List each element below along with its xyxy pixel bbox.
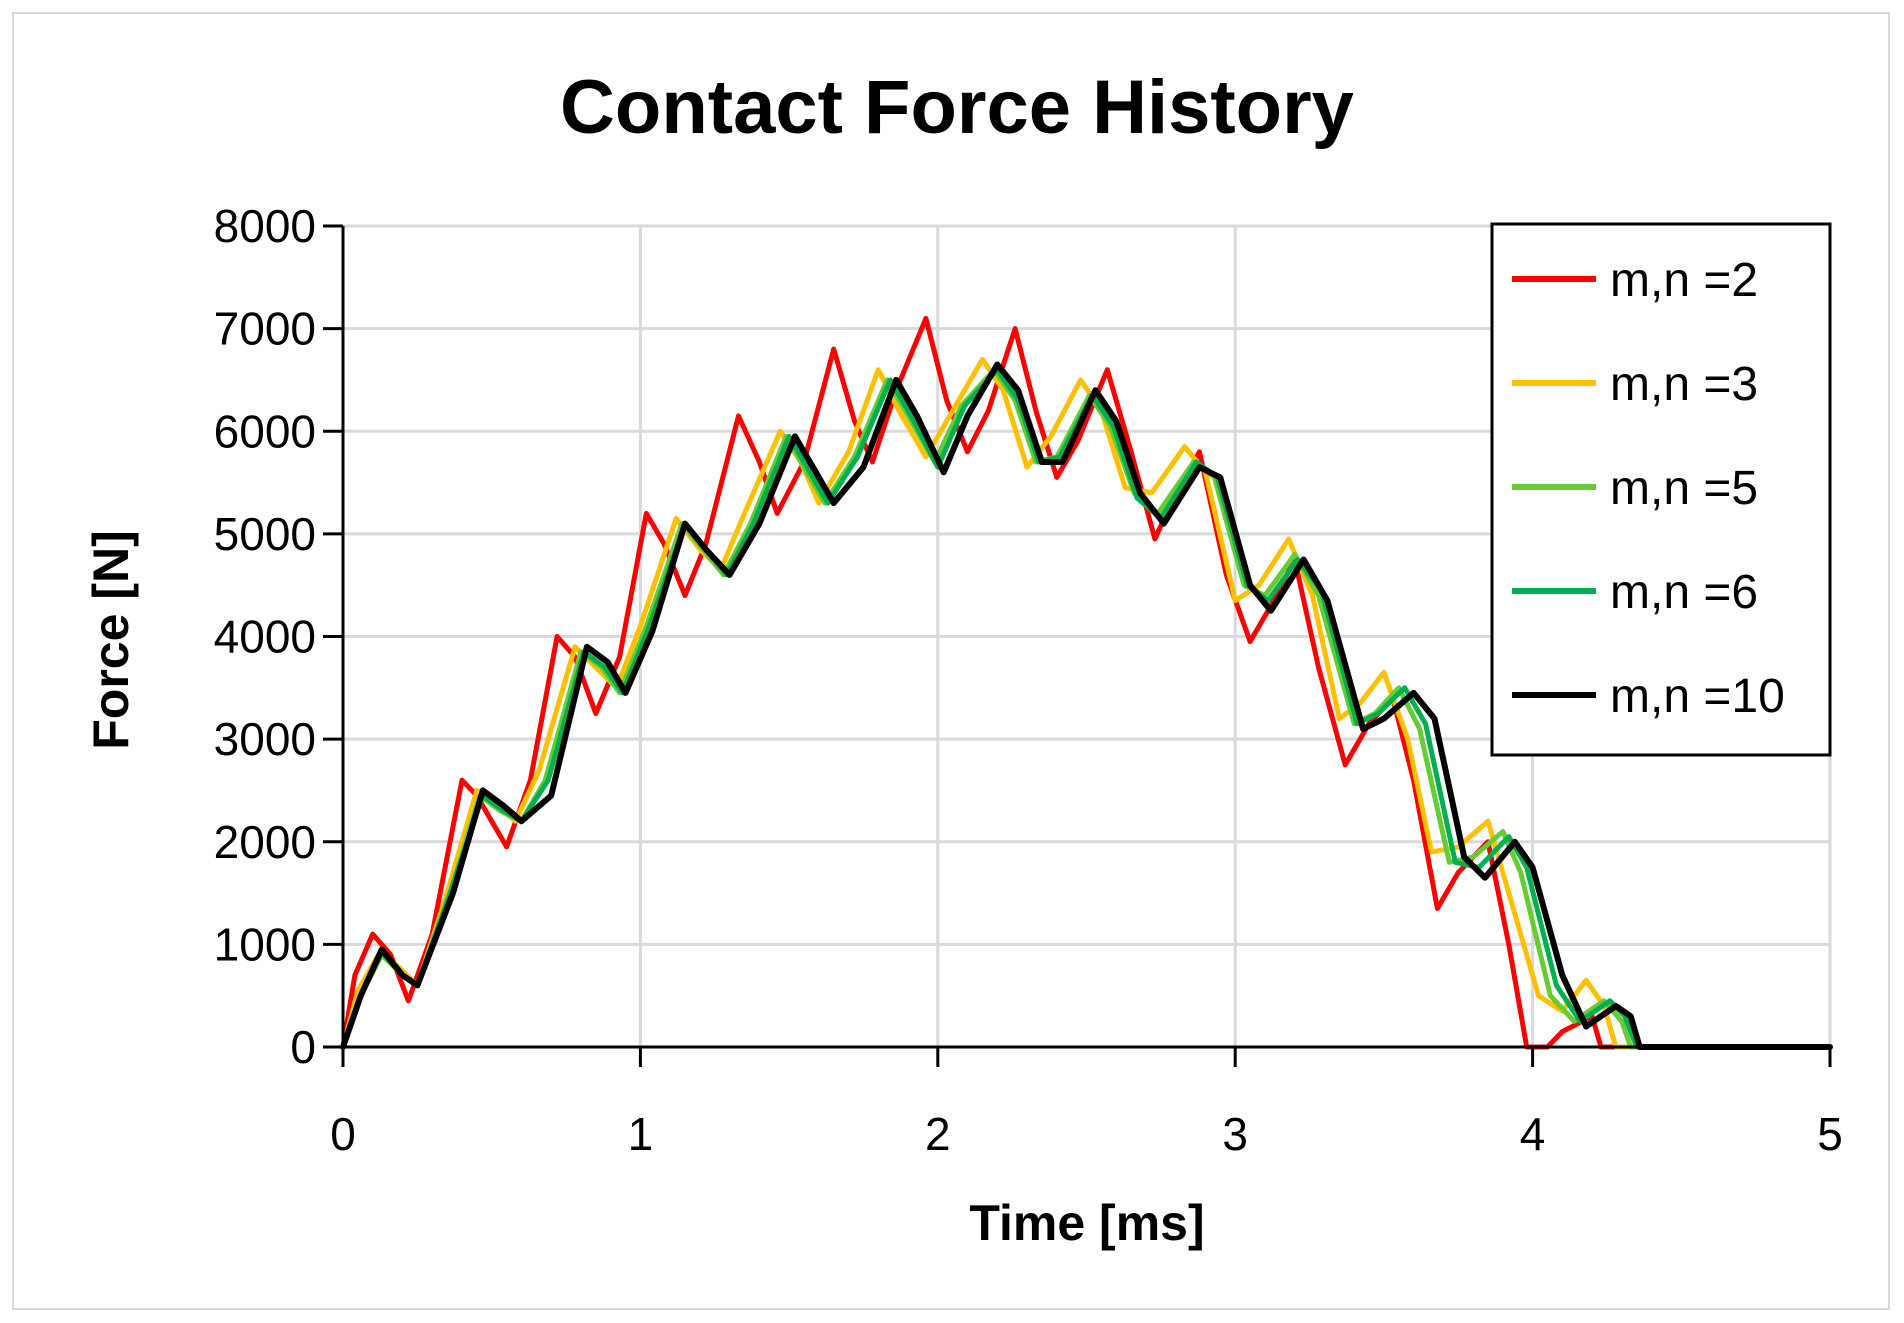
y-tick-label: 8000 [214,200,316,252]
y-tick-label: 7000 [214,303,316,355]
y-tick-label: 1000 [214,918,316,970]
chart-title: Contact Force History [560,65,1354,150]
x-tick-label: 0 [330,1108,356,1160]
x-tick-label: 3 [1222,1108,1248,1160]
series-line [340,367,1833,1050]
x-tick-label: 1 [628,1108,654,1160]
y-tick-label: 6000 [214,405,316,457]
legend-label: m,n =6 [1610,566,1758,619]
series-line [340,315,1833,1050]
x-tick-label: 4 [1520,1108,1546,1160]
y-tick-label: 3000 [214,713,316,765]
y-tick-label: 5000 [214,508,316,560]
legend-label: m,n =2 [1610,254,1758,307]
axes: 0 1000 2000 3000 4000 5000 6000 7000 8000 0 1 2 3 4 5 [214,200,1843,1160]
series-line [340,361,1833,1050]
legend-label: m,n =10 [1610,670,1785,723]
x-tick-label: 5 [1817,1108,1843,1160]
y-tick-label: 4000 [214,611,316,663]
x-axis-title: Time [ms] [969,1195,1204,1251]
y-tick-label: 0 [290,1021,316,1073]
x-tick-label: 2 [925,1108,951,1160]
legend-label: m,n =3 [1610,358,1758,411]
series-layer [340,315,1833,1050]
legend: m,n =2 m,n =3 m,n =5 m,n =6 m,n =10 [1490,222,1832,757]
y-tick-label: 2000 [214,816,316,868]
y-axis-title: Force [N] [83,530,139,749]
legend-label: m,n =5 [1610,462,1758,515]
